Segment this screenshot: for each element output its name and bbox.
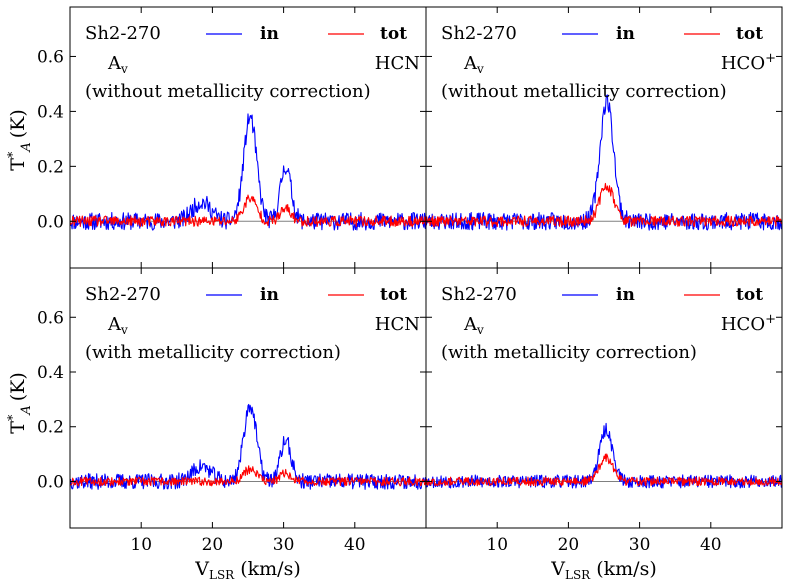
series-tot-line	[69, 194, 427, 228]
molecule-label: HCN	[375, 53, 420, 74]
correction-note: (without metallicity correction)	[85, 81, 371, 102]
x-tick-label: 20	[558, 535, 580, 555]
series-in-line	[425, 94, 783, 231]
series-tot-line	[425, 453, 783, 487]
y-tick-label: 0.2	[37, 157, 64, 177]
legend-in-label: in	[260, 24, 279, 44]
y-tick-label: 0.0	[37, 472, 64, 492]
panel-frame	[69, 6, 427, 269]
correction-note: (with metallicity correction)	[85, 342, 341, 363]
panel-1: 0.0 0.2 0.4 0.6 Sh2-270 in tot Av HCN(without me…	[37, 6, 427, 269]
source-label: Sh2-270	[85, 284, 161, 305]
x-axis-title-left: VLSR (km/s)	[194, 558, 300, 582]
y-axis-title-bottom: T*A(K)	[6, 372, 34, 434]
x-tick-label: 10	[130, 535, 152, 555]
legend-tot-label: tot	[380, 24, 407, 44]
correction-note: (with metallicity correction)	[441, 342, 697, 363]
source-label: Sh2-270	[441, 284, 517, 305]
series-in-line	[69, 113, 427, 231]
molecule-label: HCN	[375, 314, 420, 335]
panel-frame	[69, 267, 427, 529]
series-tot-line	[425, 182, 783, 228]
panel-2: Sh2-270 in tot Av HCO+ (without metallicity c…	[425, 6, 783, 269]
molecule-label: HCO+	[721, 51, 776, 74]
x-tick-label: 30	[629, 535, 651, 555]
series-tot-line	[69, 465, 427, 487]
correction-note: (without metallicity correction)	[441, 81, 727, 102]
y-tick-label: 0.6	[37, 47, 64, 67]
source-label: Sh2-270	[441, 23, 517, 44]
y-tick-label: 0.2	[37, 418, 64, 438]
legend-in-label: in	[616, 24, 635, 44]
y-tick-label: 0.6	[37, 308, 64, 328]
av-label: Av	[463, 314, 484, 337]
legend-in-label: in	[616, 285, 635, 305]
legend-tot-label: tot	[736, 24, 763, 44]
y-axis-title-top: T*A(K)	[6, 109, 34, 171]
source-label: Sh2-270	[85, 23, 161, 44]
molecule-label: HCO+	[721, 312, 776, 335]
panel-3: 10 20 30 40 0.0 0.2 0.4 0.6 Sh2-270 in tot Av HCN (wi…	[37, 267, 427, 555]
av-label: Av	[107, 53, 128, 76]
x-tick-label: 20	[202, 535, 224, 555]
x-tick-label: 30	[273, 535, 295, 555]
legend-tot-label: tot	[736, 285, 763, 305]
legend-in-label: in	[260, 285, 279, 305]
x-tick-label: 40	[344, 535, 366, 555]
series-in-line	[69, 403, 427, 490]
x-tick-label: 40	[700, 535, 722, 555]
y-tick-label: 0.4	[37, 363, 64, 383]
panel-4: 10 20 30 40 Sh2-270 in tot Av HCO+ (with metallic…	[425, 267, 783, 555]
y-tick-label: 0.4	[37, 102, 64, 122]
av-label: Av	[463, 53, 484, 76]
av-label: Av	[107, 314, 128, 337]
x-tick-label: 10	[486, 535, 508, 555]
x-axis-title-right: VLSR (km/s)	[550, 558, 656, 582]
panel-frame	[425, 267, 783, 529]
y-tick-label: 0.0	[37, 212, 64, 232]
legend-tot-label: tot	[380, 285, 407, 305]
